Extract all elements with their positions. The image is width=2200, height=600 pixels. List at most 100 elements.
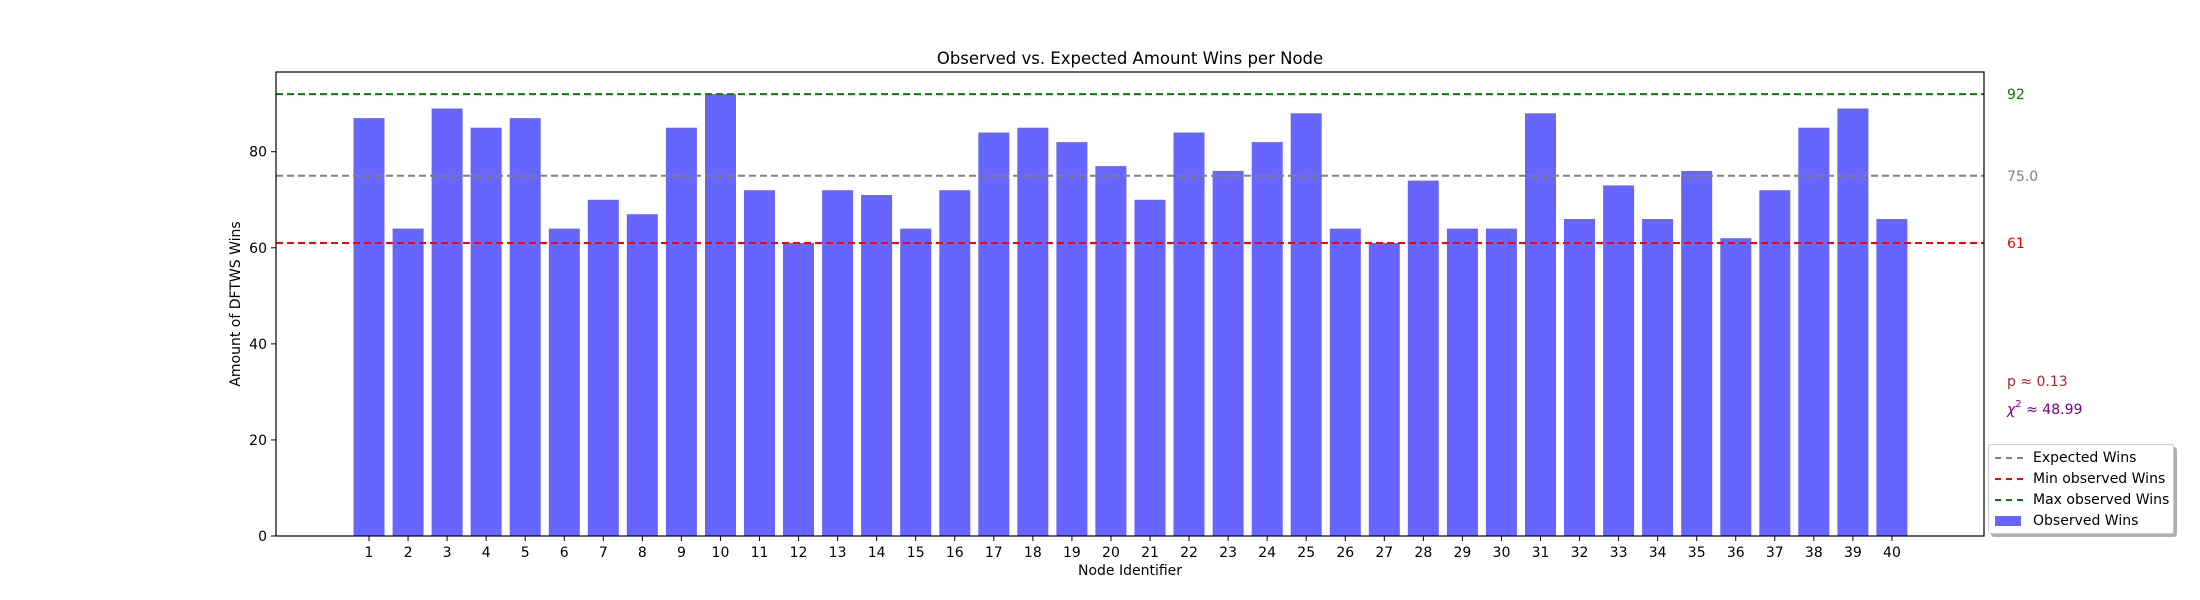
x-tick-label: 11 [751,545,769,561]
y-axis-label: Amount of DFTWS Wins [228,221,244,386]
x-tick-label: 27 [1375,545,1393,561]
bar-node-18 [1017,127,1049,536]
legend-label-expected: Expected Wins [2033,450,2137,466]
bar-node-7 [587,199,619,537]
y-tick-label: 80 [249,145,267,161]
bar-node-4 [470,127,502,536]
bar-node-31 [1525,113,1556,537]
legend-label-max: Max observed Wins [2033,492,2170,508]
bar-node-26 [1329,228,1361,536]
legend-swatch-max [1995,499,2023,501]
x-tick-label: 37 [1766,545,1784,561]
chart-title: Observed vs. Expected Amount Wins per No… [937,49,1323,68]
x-tick-label: 12 [790,545,808,561]
x-tick-label: 17 [985,545,1003,561]
x-tick-label: 1 [365,545,374,561]
x-tick-label: 2 [404,545,413,561]
legend-swatch-min [1995,478,2023,480]
x-tick-label: 25 [1297,545,1315,561]
x-tick-label: 39 [1844,545,1862,561]
x-tick-label: 20 [1102,545,1120,561]
x-tick-label: 38 [1805,545,1823,561]
bar-node-28 [1407,180,1439,536]
legend-item-observed: Observed Wins [1995,511,2138,531]
bar-node-35 [1681,170,1713,536]
bar-node-36 [1720,238,1752,536]
x-tick-label: 35 [1688,545,1706,561]
y-tick-label: 40 [249,337,267,353]
x-tick-label: 29 [1453,545,1471,561]
bar-node-13 [822,190,854,536]
x-tick-label: 23 [1219,545,1237,561]
bar-node-37 [1759,190,1791,536]
x-tick-label: 9 [677,545,686,561]
reference-line-label: 75.0 [2007,169,2038,185]
bar-node-21 [1134,199,1166,537]
reference-line-label: 92 [2007,87,2025,103]
legend: Expected Wins Min observed Wins Max obse… [1988,444,2174,534]
x-tick-label: 40 [1883,545,1901,561]
x-tick-label: 22 [1180,545,1198,561]
bar-node-34 [1642,219,1674,536]
bar-node-19 [1056,142,1088,536]
bar-node-5 [509,118,541,536]
bar-node-22 [1173,132,1205,536]
x-tick-label: 16 [946,545,964,561]
y-tick-label: 0 [258,529,267,545]
bar-node-1 [353,118,385,536]
x-tick-label: 15 [907,545,925,561]
legend-item-min: Min observed Wins [1995,469,2165,489]
x-tick-label: 31 [1532,545,1550,561]
bar-node-33 [1603,185,1635,536]
legend-label-observed: Observed Wins [2033,513,2139,529]
bar-node-27 [1368,243,1400,536]
legend-item-expected: Expected Wins [1995,448,2136,468]
p-value-annotation: p ≈ 0.13 [2007,374,2068,390]
bar-node-2 [392,228,424,536]
bar-node-3 [431,108,463,536]
x-tick-label: 26 [1336,545,1354,561]
x-tick-label: 34 [1649,545,1667,561]
x-tick-label: 32 [1571,545,1589,561]
x-tick-label: 8 [638,545,647,561]
bar-node-32 [1564,219,1595,536]
bar-node-25 [1290,113,1322,537]
x-tick-label: 4 [482,545,491,561]
legend-item-max: Max observed Wins [1995,490,2169,510]
bar-node-14 [861,195,893,536]
plot-frame [275,71,1985,537]
legend-swatch-observed [1995,516,2021,526]
x-tick-label: 10 [712,545,730,561]
bar-node-30 [1485,228,1517,536]
x-tick-label: 18 [1024,545,1042,561]
bar-node-17 [978,132,1010,536]
x-tick-label: 30 [1493,545,1511,561]
bar-node-9 [665,127,697,536]
bar-node-8 [626,214,658,536]
bar-node-24 [1251,142,1283,536]
x-tick-label: 24 [1258,545,1276,561]
bar-node-20 [1095,166,1127,536]
y-tick-label: 20 [249,433,267,449]
x-tick-label: 28 [1414,545,1432,561]
x-axis-label: Node Identifier [1078,563,1182,579]
x-tick-label: 19 [1063,545,1081,561]
bar-node-10 [705,94,736,536]
bar-node-16 [939,190,971,536]
x-tick-label: 7 [599,545,608,561]
x-tick-label: 13 [829,545,847,561]
x-tick-label: 6 [560,545,569,561]
bar-node-11 [744,190,775,536]
bar-node-29 [1446,228,1478,536]
x-tick-label: 5 [521,545,530,561]
legend-swatch-expected [1995,457,2023,459]
legend-label-min: Min observed Wins [2033,471,2166,487]
bar-node-23 [1212,170,1244,536]
bar-node-15 [900,228,932,536]
y-tick-label: 60 [249,241,267,257]
bar-node-38 [1798,127,1830,536]
reference-line-label: 61 [2007,236,2025,252]
bar-node-6 [548,228,580,536]
x-tick-label: 3 [443,545,452,561]
